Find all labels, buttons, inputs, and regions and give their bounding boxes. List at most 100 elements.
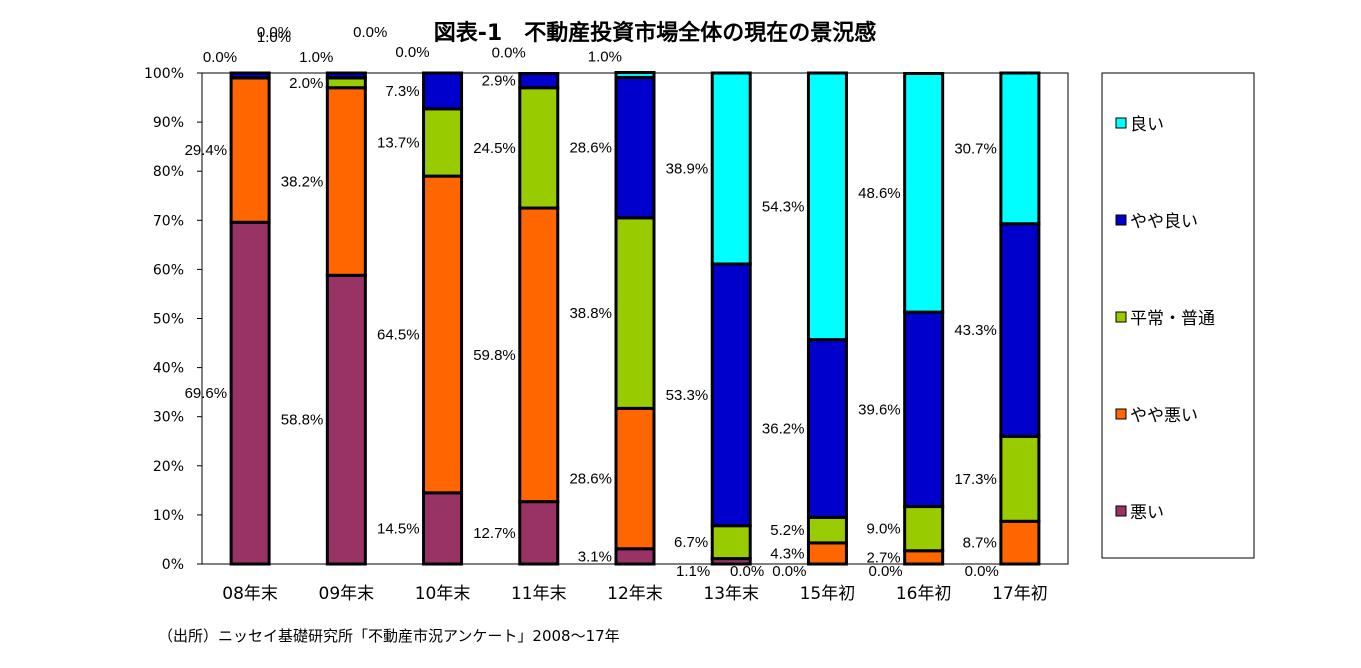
y-tick-label: 60% xyxy=(153,262,184,278)
data-label: 30.7% xyxy=(954,140,997,157)
x-category-label: 12年末 xyxy=(607,584,663,604)
data-label: 1.0% xyxy=(588,48,622,65)
data-label: 69.6% xyxy=(185,385,228,402)
bar-segment xyxy=(422,107,464,178)
bar-segment xyxy=(806,541,848,566)
bar-segment xyxy=(229,71,271,80)
bar-segment xyxy=(325,86,367,277)
y-axis: 0% 10% 20% 30% 40% 50% 60% 70% 80% 90% 100% xyxy=(144,66,202,573)
data-label: 0.0% xyxy=(868,563,902,580)
legend-label: 悪い xyxy=(1130,503,1164,523)
data-label: 6.7% xyxy=(674,534,708,551)
bar-segment xyxy=(999,71,1041,226)
data-label: 0.0% xyxy=(492,44,526,61)
bar-segment xyxy=(806,71,848,342)
data-label: 3.1% xyxy=(578,548,612,565)
bar-segment xyxy=(903,549,945,566)
data-label: 7.3% xyxy=(385,83,419,100)
bar-segment xyxy=(614,75,656,220)
chart-title: 図表-1 不動産投資市場全体の現在の景況感 xyxy=(434,20,876,46)
data-label: 64.5% xyxy=(377,326,420,343)
data-label: 28.6% xyxy=(569,140,612,157)
legend-label: やや悪い xyxy=(1130,406,1198,426)
data-label: 2.7% xyxy=(866,549,900,566)
bar-segment xyxy=(518,500,560,566)
data-label: 38.8% xyxy=(569,305,612,322)
bar-segment xyxy=(518,86,560,210)
y-tick-label: 0% xyxy=(162,557,184,573)
bar-segment xyxy=(229,76,271,224)
bar-segment xyxy=(422,491,464,566)
data-label: 43.3% xyxy=(954,322,997,339)
data-label: 28.6% xyxy=(569,471,612,488)
data-label: 14.5% xyxy=(377,520,420,537)
y-tick-label: 100% xyxy=(144,66,184,82)
y-tick-label: 80% xyxy=(153,164,184,180)
y-tick-label: 50% xyxy=(153,312,184,328)
data-label: 9.0% xyxy=(866,521,900,538)
bar-segment xyxy=(614,406,656,551)
x-category-label: 17年初 xyxy=(992,584,1048,604)
legend-box xyxy=(1101,72,1255,559)
y-tick-label: 20% xyxy=(153,459,184,475)
data-label: 0.0% xyxy=(203,49,237,66)
data-label: 53.3% xyxy=(666,387,709,404)
data-label: 39.6% xyxy=(858,401,901,418)
bar-segment xyxy=(903,310,945,509)
bar-segment xyxy=(518,206,560,504)
bar-segment xyxy=(422,71,464,111)
data-label: 0.0% xyxy=(395,44,429,61)
bar-segment xyxy=(229,220,271,566)
bar-segment xyxy=(999,519,1041,566)
data-label: 0.0% xyxy=(353,24,387,41)
bar-segment xyxy=(903,505,945,553)
bar-segment xyxy=(710,524,752,561)
y-tick-label: 40% xyxy=(153,361,184,377)
legend-label: 平常・普通 xyxy=(1130,309,1215,329)
data-label: 58.8% xyxy=(281,412,324,429)
data-label: 8.7% xyxy=(963,535,997,552)
data-label: 0.0% xyxy=(772,563,806,580)
legend-swatch xyxy=(1115,311,1127,323)
legend-swatch xyxy=(1115,505,1127,517)
bar-segment xyxy=(518,71,560,90)
x-category-label: 16年初 xyxy=(896,584,952,604)
legend-label: やや良い xyxy=(1130,212,1198,232)
legend-label: 良い xyxy=(1130,115,1164,135)
x-category-label: 09年末 xyxy=(319,584,375,604)
data-label: 4.3% xyxy=(770,545,804,562)
x-category-label: 15年初 xyxy=(800,584,856,604)
bar-segment xyxy=(614,71,656,79)
data-label: 36.2% xyxy=(762,420,805,437)
data-label: 2.0% xyxy=(289,75,323,92)
data-label: 5.2% xyxy=(770,522,804,539)
legend-swatch xyxy=(1115,214,1127,226)
data-label: 2.9% xyxy=(482,73,516,90)
x-category-label: 08年末 xyxy=(222,584,278,604)
bar-segment xyxy=(422,174,464,495)
legend-swatch xyxy=(1115,408,1127,420)
x-category-label: 11年末 xyxy=(511,584,567,604)
data-label: 13.7% xyxy=(377,134,420,151)
bar-segment xyxy=(325,273,367,566)
x-axis: 08年末 09年末 10年末 11年末 12年末 13年末 15年初 16年初 17年初 xyxy=(222,584,1047,604)
bars xyxy=(229,71,1041,566)
y-tick-label: 90% xyxy=(153,115,184,131)
bar-segment xyxy=(710,262,752,528)
bar-segment xyxy=(614,216,656,410)
data-label: 17.3% xyxy=(954,471,997,488)
data-label: 0.0% xyxy=(730,563,764,580)
data-label: 1.0% xyxy=(257,29,291,46)
data-label: 24.5% xyxy=(473,140,516,157)
data-label: 29.4% xyxy=(185,142,228,159)
data-label: 1.1% xyxy=(676,563,710,580)
y-tick-label: 30% xyxy=(153,410,184,426)
bar-segment xyxy=(325,71,367,80)
bar-segment xyxy=(806,515,848,545)
data-label: 0.0% xyxy=(257,24,291,41)
bar-segment xyxy=(614,547,656,566)
y-tick-label: 10% xyxy=(153,508,184,524)
bar-segment xyxy=(903,71,945,314)
data-label: 12.7% xyxy=(473,525,516,542)
x-category-label: 13年末 xyxy=(703,584,759,604)
